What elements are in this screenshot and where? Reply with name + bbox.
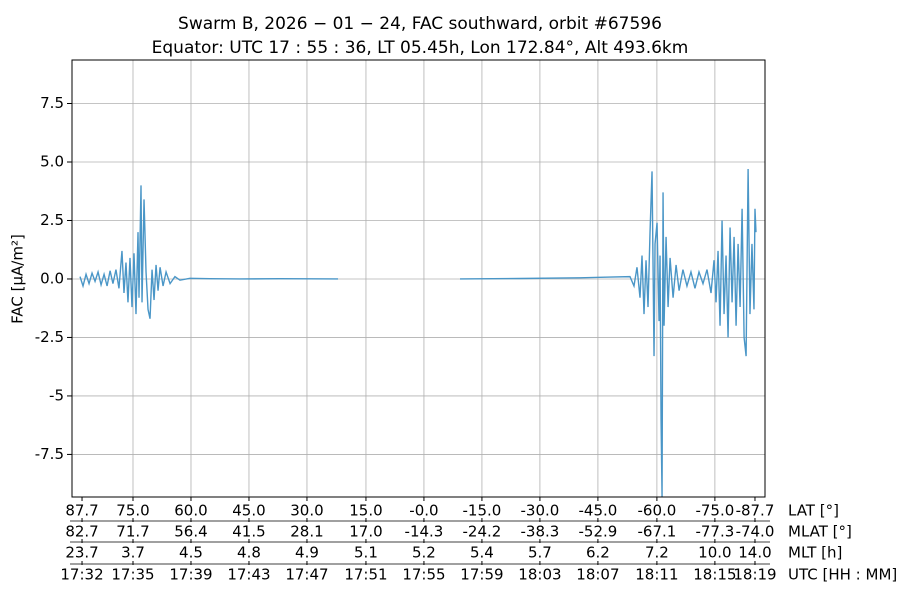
x-tick-label: 7.2 xyxy=(645,544,669,562)
x-tick-label: 4.8 xyxy=(237,544,261,562)
x-tick-label: -74.0 xyxy=(736,523,775,541)
x-tick-label: 3.7 xyxy=(121,544,145,562)
chart-title: Swarm B, 2026 − 01 − 24, FAC southward, … xyxy=(178,14,662,34)
x-tick-label: -75.0 xyxy=(695,502,734,520)
x-tick-label: -67.1 xyxy=(637,523,676,541)
x-tick-label: -15.0 xyxy=(463,502,502,520)
x-tick-label: 56.4 xyxy=(174,523,207,541)
x-tick-label: 18:11 xyxy=(635,566,678,584)
x-tick-label: -14.3 xyxy=(405,523,444,541)
x-tick-label: 5.4 xyxy=(470,544,494,562)
x-tick-label: 23.7 xyxy=(65,544,98,562)
y-tick-label: 2.5 xyxy=(40,211,64,229)
x-tick-label: 4.5 xyxy=(179,544,203,562)
x-tick-label: 17:39 xyxy=(169,566,212,584)
x-tick-label: 82.7 xyxy=(65,523,98,541)
x-tick-label: -60.0 xyxy=(637,502,676,520)
x-tick-label: 30.0 xyxy=(290,502,323,520)
x-tick-label: 17:32 xyxy=(60,566,103,584)
x-tick-label: 6.2 xyxy=(586,544,610,562)
y-tick-label: 0.0 xyxy=(40,269,64,287)
x-tick-label: -0.0 xyxy=(409,502,438,520)
x-tick-label: 17:55 xyxy=(402,566,445,584)
x-tick-label: -77.3 xyxy=(695,523,734,541)
y-tick-label: -5 xyxy=(49,386,64,404)
row-label: MLAT [°] xyxy=(788,523,852,541)
row-label: MLT [h] xyxy=(788,544,842,562)
x-tick-label: -38.3 xyxy=(521,523,560,541)
y-tick-label: -2.5 xyxy=(35,328,64,346)
x-tick-label: 17:47 xyxy=(285,566,328,584)
x-tick-label: 18:07 xyxy=(576,566,619,584)
plot-frame xyxy=(71,59,766,498)
x-tick-label: 17.0 xyxy=(349,523,382,541)
chart-subtitle: Equator: UTC 17 : 55 : 36, LT 05.45h, Lo… xyxy=(152,38,689,58)
y-axis-label: FAC [μA/m²] xyxy=(9,234,27,324)
x-tick-label: 17:51 xyxy=(344,566,387,584)
y-tick-label: 5.0 xyxy=(40,152,64,170)
row-label: LAT [°] xyxy=(788,502,839,520)
x-tick-label: 17:59 xyxy=(460,566,503,584)
y-tick-label: -7.5 xyxy=(35,445,64,463)
data-line xyxy=(79,169,757,497)
x-tick-label: 60.0 xyxy=(174,502,207,520)
x-tick-label: 10.0 xyxy=(698,544,731,562)
x-tick-label: 5.1 xyxy=(354,544,378,562)
x-tick-label: 87.7 xyxy=(65,502,98,520)
x-tick-label: 4.9 xyxy=(295,544,319,562)
x-tick-label: 28.1 xyxy=(290,523,323,541)
y-tick-label: 7.5 xyxy=(40,94,64,112)
x-tick-label: -30.0 xyxy=(521,502,560,520)
x-tick-label: 5.7 xyxy=(528,544,552,562)
x-tick-label: 14.0 xyxy=(738,544,771,562)
x-tick-label: -52.9 xyxy=(579,523,618,541)
x-tick-label: 17:43 xyxy=(227,566,270,584)
x-tick-label: 71.7 xyxy=(116,523,149,541)
x-tick-label: -24.2 xyxy=(463,523,502,541)
x-tick-label: 5.2 xyxy=(412,544,436,562)
x-tick-label: 17:35 xyxy=(111,566,154,584)
x-tick-label: 18:15 xyxy=(693,566,736,584)
x-axis-label: UTC [HH : MM] xyxy=(788,566,897,584)
x-tick-label: 41.5 xyxy=(232,523,265,541)
x-tick-label: 15.0 xyxy=(349,502,382,520)
x-tick-label: 75.0 xyxy=(116,502,149,520)
x-tick-label: 45.0 xyxy=(232,502,265,520)
x-tick-label: 18:03 xyxy=(518,566,561,584)
x-tick-label: 18:19 xyxy=(733,566,776,584)
x-tick-label: -87.7 xyxy=(736,502,775,520)
x-tick-label: -45.0 xyxy=(579,502,618,520)
